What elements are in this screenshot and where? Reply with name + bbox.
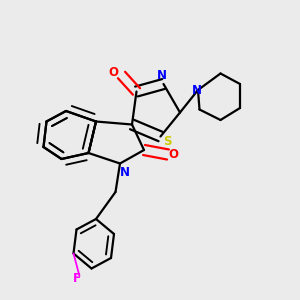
Text: F: F <box>73 272 80 286</box>
Text: O: O <box>108 65 118 79</box>
Text: N: N <box>191 83 202 97</box>
Text: N: N <box>119 166 130 179</box>
Text: N: N <box>157 69 167 82</box>
Text: S: S <box>163 135 171 148</box>
Text: O: O <box>168 148 178 161</box>
